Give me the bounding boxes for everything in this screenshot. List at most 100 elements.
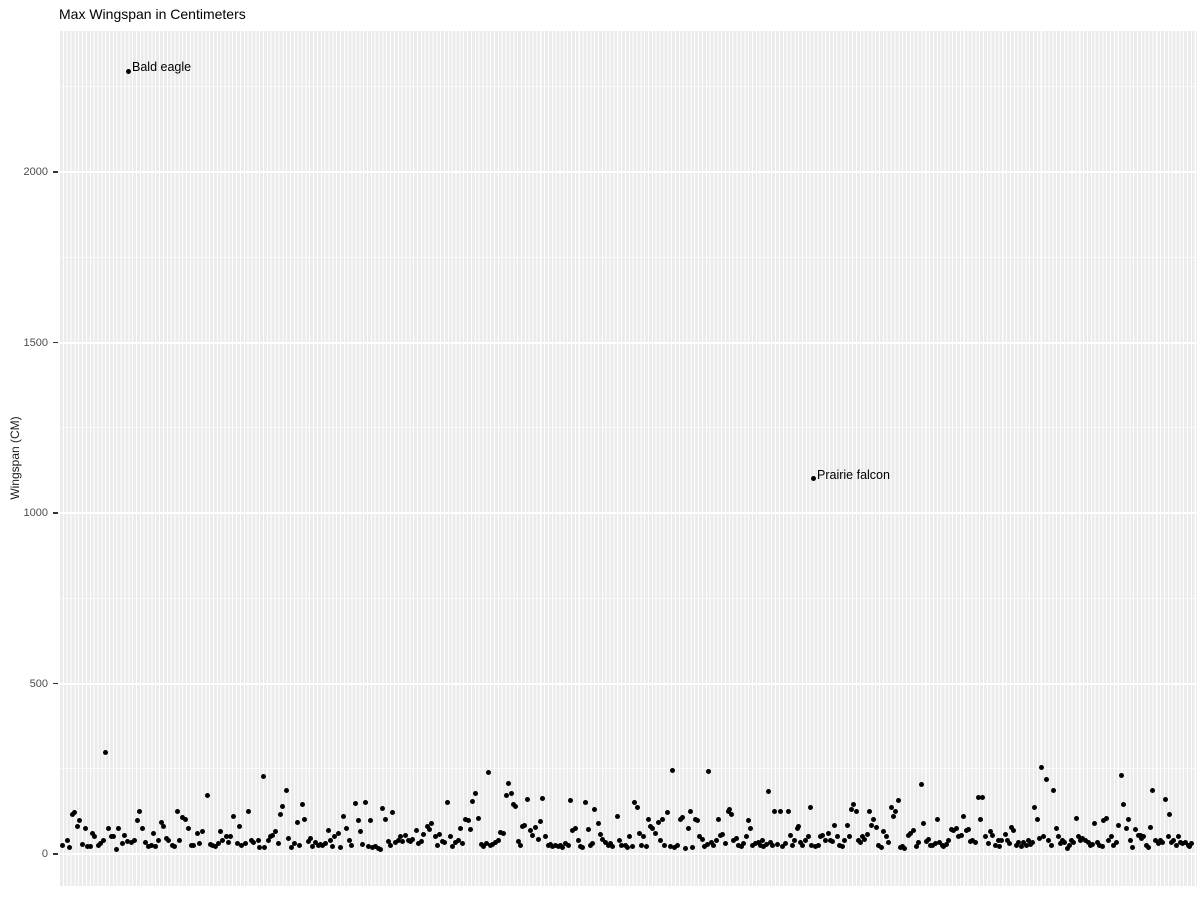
data-point — [819, 833, 825, 839]
y-tick-mark — [53, 341, 58, 344]
annotation-label: Prairie falcon — [817, 467, 890, 482]
data-point — [998, 837, 1004, 843]
data-point — [382, 817, 388, 823]
data-point — [1038, 764, 1044, 770]
data-point — [455, 837, 461, 843]
data-point — [958, 833, 964, 839]
data-point — [789, 842, 795, 848]
data-point — [100, 837, 106, 843]
data-point — [1043, 776, 1049, 782]
data-point — [743, 834, 749, 840]
data-point — [1015, 839, 1021, 845]
data-point — [508, 791, 514, 797]
data-point — [943, 841, 949, 847]
data-point — [895, 797, 901, 803]
data-point — [428, 821, 434, 827]
data-point — [597, 832, 603, 838]
data-point — [661, 842, 667, 848]
data-point — [614, 813, 620, 819]
data-point — [225, 839, 231, 845]
data-point — [905, 833, 911, 839]
data-point — [687, 809, 693, 815]
data-point — [176, 837, 182, 843]
data-point — [704, 841, 710, 847]
data-point — [245, 809, 251, 815]
data-point — [846, 834, 852, 840]
data-point — [669, 767, 675, 773]
data-point — [591, 807, 597, 813]
data-point — [269, 833, 275, 839]
gridline-minor — [59, 427, 1197, 429]
data-point — [752, 840, 758, 846]
data-point — [1140, 834, 1146, 840]
data-point — [667, 843, 673, 849]
data-point — [1103, 816, 1109, 822]
data-point — [1050, 787, 1056, 793]
plot-panel: Bald eagle Prairie falcon — [59, 31, 1197, 886]
data-point — [825, 831, 831, 837]
data-point — [769, 842, 775, 848]
data-point — [645, 817, 651, 823]
data-point — [359, 841, 365, 847]
data-point — [777, 809, 783, 815]
data-point — [810, 476, 816, 482]
data-point — [242, 841, 248, 847]
data-point — [299, 801, 305, 807]
data-point — [822, 837, 828, 843]
data-point — [352, 800, 358, 806]
data-point — [685, 825, 691, 831]
data-point — [892, 809, 898, 815]
data-point — [119, 840, 125, 846]
data-point — [1127, 837, 1133, 843]
data-point — [562, 840, 568, 846]
data-point — [110, 834, 116, 840]
data-point — [158, 820, 164, 826]
data-point — [444, 799, 450, 805]
data-point — [343, 825, 349, 831]
data-point — [815, 842, 821, 848]
data-point — [785, 809, 791, 815]
data-point — [1113, 839, 1119, 845]
data-point — [505, 780, 511, 786]
data-point — [389, 810, 395, 816]
data-point — [1061, 839, 1067, 845]
y-tick-label: 1500 — [23, 336, 48, 349]
data-point — [432, 834, 438, 840]
data-point — [1145, 844, 1151, 850]
data-point — [1082, 837, 1088, 843]
data-point — [1079, 835, 1085, 841]
data-point — [91, 834, 97, 840]
data-point — [755, 839, 761, 845]
data-point — [377, 846, 383, 852]
gridline-major — [59, 682, 1197, 685]
data-point — [495, 837, 501, 843]
data-point — [512, 803, 518, 809]
data-point — [1048, 842, 1054, 848]
data-point — [634, 804, 640, 810]
data-point — [936, 839, 942, 845]
data-point — [655, 820, 661, 826]
data-point — [918, 782, 924, 788]
data-point — [913, 843, 919, 849]
data-point — [1186, 843, 1192, 849]
data-point — [441, 839, 447, 845]
data-point — [329, 843, 335, 849]
data-point — [337, 844, 343, 850]
data-point — [84, 844, 90, 850]
data-point — [805, 834, 811, 840]
data-point — [346, 837, 352, 843]
data-point — [1173, 842, 1179, 848]
data-point — [1040, 834, 1046, 840]
data-point — [379, 805, 385, 811]
data-point — [774, 841, 780, 847]
data-point — [643, 844, 649, 850]
data-point — [1123, 825, 1129, 831]
data-point — [565, 842, 571, 848]
data-point — [150, 831, 156, 837]
data-point — [277, 811, 283, 817]
data-point — [626, 834, 632, 840]
data-point — [585, 826, 591, 832]
data-point — [1053, 825, 1059, 831]
data-point — [880, 829, 886, 835]
